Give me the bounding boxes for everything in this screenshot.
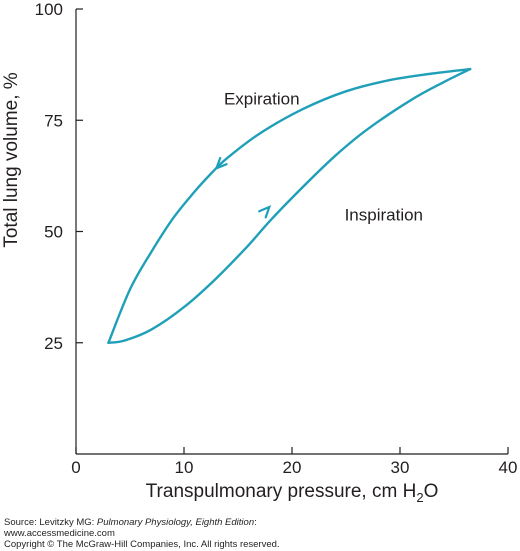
label-inspiration: Inspiration: [345, 205, 423, 224]
x-tick-label-0: 0: [71, 458, 80, 477]
annotations: Expiration Inspiration: [224, 90, 423, 225]
arrow-expiration-icon: [214, 156, 228, 171]
x-tick-label-30: 30: [391, 458, 410, 477]
arrow-inspiration-icon: [258, 205, 272, 219]
direction-arrows: [214, 156, 272, 219]
tick-labels: 0 10 20 30 40 25 50 75 100: [35, 0, 518, 477]
y-tick-label-75: 75: [44, 111, 63, 130]
lung-compliance-chart: 0 10 20 30 40 25 50 75 100 Expiration Inspiration…: [1, 0, 518, 505]
axes: [75, 9, 508, 455]
source-citation: Source: Levitzky MG: Pulmonary Physiolog…: [4, 517, 257, 529]
x-axis-label-suffix: O: [424, 481, 439, 502]
x-tick-label-10: 10: [175, 458, 194, 477]
label-expiration: Expiration: [224, 90, 300, 109]
x-axis-label-subscript: 2: [416, 490, 423, 505]
tick-marks: [75, 8, 509, 454]
y-tick-label-100: 100: [35, 0, 63, 19]
x-axis-label: Transpulmonary pressure, cm H2O: [146, 481, 439, 505]
copyright-notice: Copyright © The McGraw-Hill Companies, I…: [4, 539, 280, 550]
source-url: www.accessmedicine.com: [4, 528, 115, 539]
y-tick-label-50: 50: [44, 223, 63, 242]
x-tick-label-40: 40: [499, 458, 518, 477]
series-inspiration-line: [107, 67, 472, 344]
x-axis-label-main: Transpulmonary pressure, cm H: [146, 481, 417, 502]
series-expiration-line: [107, 67, 472, 344]
source-suffix: :: [254, 517, 257, 528]
source-title: Pulmonary Physiology, Eighth Edition: [96, 517, 255, 528]
series-group: [107, 67, 472, 344]
y-axis-label: Total lung volume, %: [1, 72, 22, 247]
x-tick-label-20: 20: [283, 458, 302, 477]
source-prefix: Source: Levitzky MG:: [4, 517, 97, 528]
y-tick-label-25: 25: [44, 334, 63, 353]
